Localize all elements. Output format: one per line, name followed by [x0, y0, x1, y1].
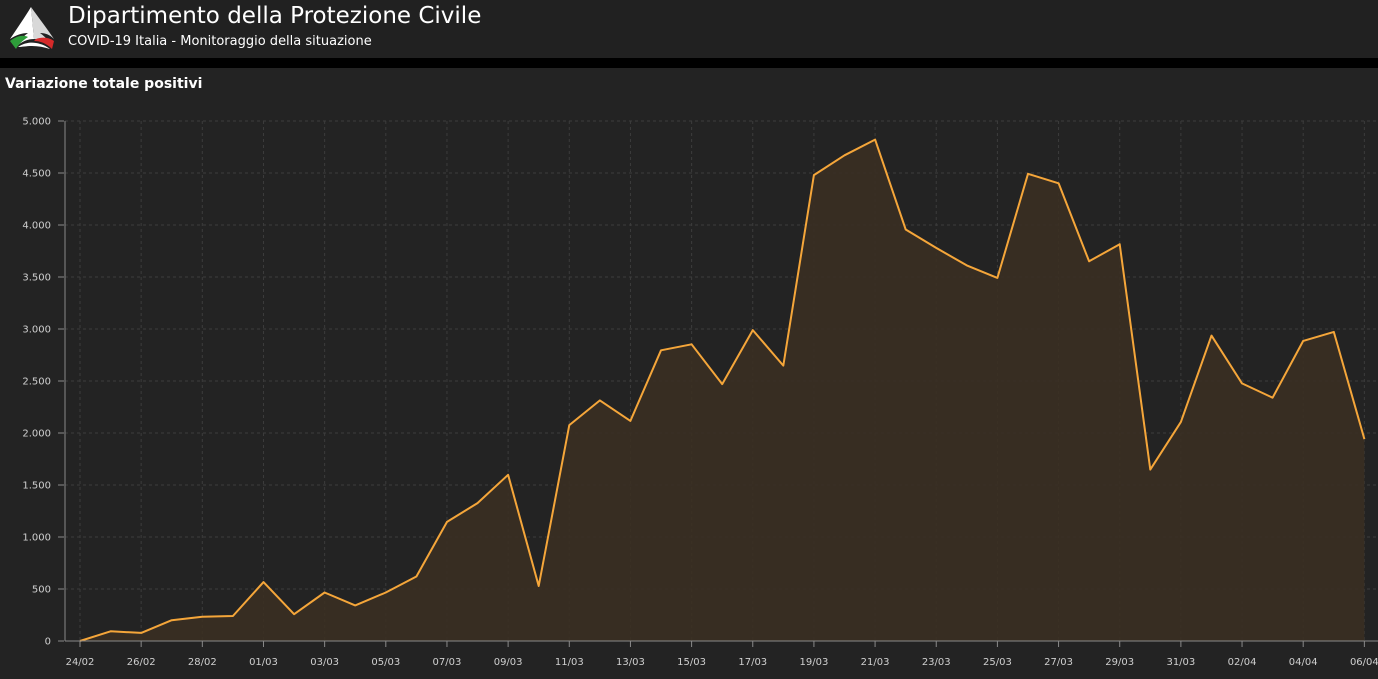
data-point-03-03[interactable]: [322, 590, 328, 596]
data-point-13-03[interactable]: [627, 418, 633, 424]
data-point-17-03[interactable]: [750, 327, 756, 333]
x-tick-label: 15/03: [677, 657, 706, 668]
data-point-07-03[interactable]: [444, 519, 450, 525]
data-point-29-02[interactable]: [230, 613, 236, 619]
x-tick-label: 21/03: [861, 657, 890, 668]
data-point-25-03[interactable]: [994, 275, 1000, 281]
y-tick-label: 1.500: [22, 481, 51, 492]
data-point-14-03[interactable]: [658, 347, 664, 353]
data-point-25-02[interactable]: [108, 628, 114, 634]
y-tick-label: 2.000: [22, 429, 51, 440]
x-tick-label: 17/03: [738, 657, 767, 668]
data-point-19-03[interactable]: [811, 172, 817, 178]
data-point-15-03[interactable]: [689, 341, 695, 347]
x-tick-label: 11/03: [555, 657, 584, 668]
y-tick-label: 4.500: [22, 169, 51, 180]
x-tick-label: 06/04: [1350, 657, 1378, 668]
data-point-30-03[interactable]: [1147, 467, 1153, 473]
x-tick-label: 04/04: [1289, 657, 1318, 668]
y-tick-label: 1.000: [22, 533, 51, 544]
x-tick-label: 31/03: [1166, 657, 1195, 668]
data-point-04-03[interactable]: [352, 602, 358, 608]
data-point-01-04[interactable]: [1209, 333, 1215, 339]
x-tick-label: 13/03: [616, 657, 645, 668]
data-point-26-03[interactable]: [1025, 171, 1031, 177]
data-point-06-03[interactable]: [413, 574, 419, 580]
x-tick-label: 05/03: [371, 657, 400, 668]
data-point-23-03[interactable]: [933, 245, 939, 251]
x-tick-label: 01/03: [249, 657, 278, 668]
x-tick-label: 29/03: [1105, 657, 1134, 668]
data-point-28-02[interactable]: [199, 614, 205, 620]
x-tick-label: 27/03: [1044, 657, 1073, 668]
x-axis-ticks: 24/02 26/02 28/02 01/03 03/03 05/03 07/03 09/03…: [66, 641, 1378, 668]
data-point-31-03[interactable]: [1178, 419, 1184, 425]
y-tick-label: 5.000: [22, 117, 51, 128]
data-point-18-03[interactable]: [780, 363, 786, 369]
data-point-10-03[interactable]: [536, 583, 542, 589]
series-line[interactable]: [79, 138, 1366, 642]
x-tick-label: 07/03: [433, 657, 462, 668]
x-tick-label: 23/03: [922, 657, 951, 668]
data-point-01-03[interactable]: [261, 579, 267, 585]
y-tick-label: 500: [32, 585, 51, 596]
data-point-06-04[interactable]: [1361, 436, 1367, 442]
data-point-29-03[interactable]: [1117, 241, 1123, 247]
data-point-24-03[interactable]: [964, 262, 970, 268]
chart-area-layer: [79, 137, 1367, 642]
data-point-27-03[interactable]: [1056, 180, 1062, 186]
x-tick-label: 25/03: [983, 657, 1012, 668]
x-tick-label: 28/02: [188, 657, 217, 668]
civil-protection-logo-icon: [10, 7, 54, 49]
data-point-08-03[interactable]: [475, 500, 481, 506]
series-area: [80, 139, 1365, 641]
data-point-26-02[interactable]: [138, 630, 144, 636]
x-tick-label: 19/03: [800, 657, 829, 668]
data-point-05-03[interactable]: [383, 590, 389, 596]
y-tick-label: 3.500: [22, 273, 51, 284]
data-point-05-04[interactable]: [1331, 329, 1337, 335]
chart-axes: [64, 121, 1378, 642]
header-divider: [0, 58, 1378, 68]
data-point-28-03[interactable]: [1086, 258, 1092, 264]
data-point-21-03[interactable]: [872, 137, 878, 143]
y-tick-label: 0: [45, 637, 51, 648]
x-tick-label: 02/04: [1228, 657, 1257, 668]
data-point-11-03[interactable]: [566, 422, 572, 428]
app-subtitle: COVID-19 Italia - Monitoraggio della sit…: [68, 34, 372, 49]
data-point-02-03[interactable]: [291, 611, 297, 617]
data-point-27-02[interactable]: [169, 617, 175, 623]
y-axis-ticks: 0 500 1.000 1.500 2.000 2.500 3.000 3.500 4.000 4…: [22, 117, 64, 648]
x-tick-label: 09/03: [494, 657, 523, 668]
x-tick-label: 03/03: [310, 657, 339, 668]
y-tick-label: 3.000: [22, 325, 51, 336]
y-tick-label: 2.500: [22, 377, 51, 388]
data-point-02-04[interactable]: [1239, 380, 1245, 386]
app-header: Dipartimento della Protezione Civile COV…: [0, 0, 1378, 58]
data-point-09-03[interactable]: [505, 472, 511, 478]
chart-grid: [65, 120, 1378, 641]
data-point-16-03[interactable]: [719, 381, 725, 387]
data-point-03-04[interactable]: [1270, 395, 1276, 401]
y-tick-label: 4.000: [22, 221, 51, 232]
data-point-20-03[interactable]: [842, 152, 848, 158]
data-point-04-04[interactable]: [1300, 338, 1306, 344]
app-title: Dipartimento della Protezione Civile: [68, 3, 482, 29]
x-tick-label: 24/02: [66, 657, 95, 668]
x-tick-label: 26/02: [127, 657, 156, 668]
data-point-22-03[interactable]: [903, 227, 909, 233]
chart-title: Variazione totale positivi: [5, 76, 203, 92]
data-point-12-03[interactable]: [597, 397, 603, 403]
